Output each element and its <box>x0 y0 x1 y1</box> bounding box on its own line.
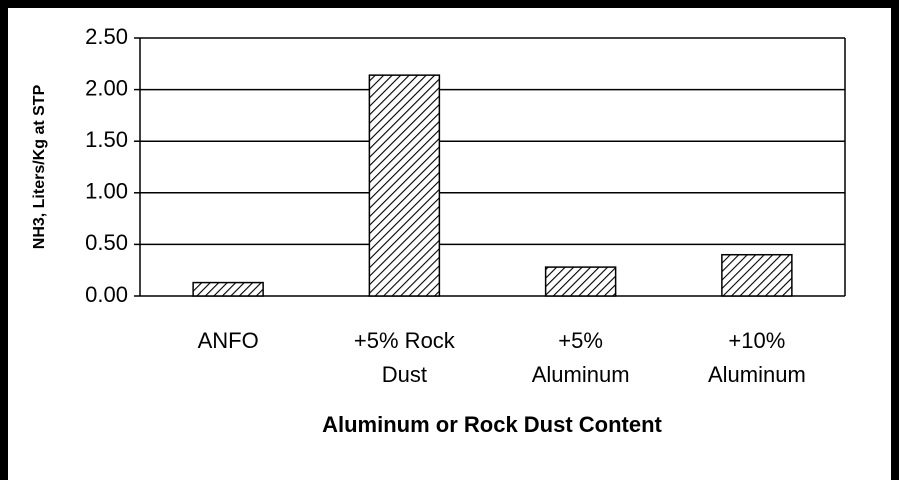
y-tick-label: 0.50 <box>85 230 128 255</box>
bar <box>192 281 264 297</box>
y-axis-label: NH3, Liters/Kg at STP <box>31 84 48 249</box>
x-tick-label: +5% Rock Dust <box>354 328 456 387</box>
bar <box>721 253 793 297</box>
y-tick-label: 1.50 <box>85 127 128 152</box>
x-axis-label: Aluminum or Rock Dust Content <box>322 412 662 437</box>
x-tick-label: ANFO <box>198 328 259 353</box>
x-tick-label: +5% Aluminum <box>532 328 630 387</box>
x-tick-label: +10% Aluminum <box>708 328 806 387</box>
y-tick-label: 0.00 <box>85 282 128 307</box>
y-tick-label: 2.00 <box>85 75 128 100</box>
y-tick-label: 1.00 <box>85 179 128 204</box>
bar <box>544 266 617 297</box>
y-tick-label: 2.50 <box>85 24 128 49</box>
bar <box>368 74 441 297</box>
